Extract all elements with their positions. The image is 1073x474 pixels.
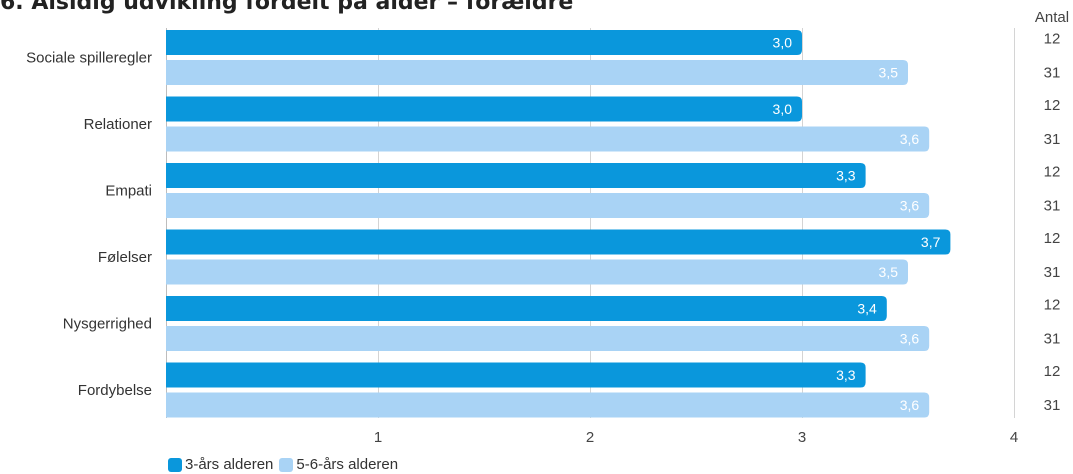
count-value: 31 <box>1044 131 1061 148</box>
count-value: 12 <box>1044 230 1061 247</box>
bar[interactable] <box>166 193 930 218</box>
bar-value-label: 3,3 <box>836 168 856 184</box>
x-tick-label: 3 <box>798 429 806 446</box>
count-value: 31 <box>1044 264 1061 281</box>
bar[interactable] <box>166 296 887 321</box>
bar-value-label: 3,0 <box>773 101 793 117</box>
bar[interactable] <box>166 259 908 285</box>
bar-value-label: 3,6 <box>900 331 920 347</box>
bar-value-label: 3,6 <box>900 198 920 214</box>
count-value: 31 <box>1044 331 1061 348</box>
legend-label-3-ars: 3-års alderen <box>185 456 274 473</box>
bar-value-label: 3,7 <box>921 234 941 250</box>
legend-label-5-6-ars: 5-6-års alderen <box>296 456 399 473</box>
bar[interactable] <box>166 126 930 152</box>
category-label: Følelser <box>98 249 152 266</box>
count-value: 12 <box>1044 297 1061 314</box>
bar[interactable] <box>166 30 802 55</box>
bar-value-label: 3,0 <box>773 35 793 51</box>
count-value: 12 <box>1044 363 1061 380</box>
bar[interactable] <box>166 96 802 122</box>
bar[interactable] <box>166 60 908 85</box>
bar[interactable] <box>166 229 951 255</box>
legend-item-3-ars[interactable]: 3-års alderen <box>168 456 273 473</box>
count-value: 12 <box>1044 97 1061 114</box>
bar-value-label: 3,3 <box>836 367 856 383</box>
bar-value-label: 3,6 <box>900 397 920 413</box>
bar-value-label: 3,4 <box>857 301 877 317</box>
chart-title: 6. Alsidig udvikling fordelt på alder – … <box>0 0 574 15</box>
category-label: Fordybelse <box>78 382 152 399</box>
bar[interactable] <box>166 362 866 388</box>
count-value: 31 <box>1044 65 1061 82</box>
category-label: Sociale spilleregler <box>26 50 152 67</box>
legend: 3-års alderen 5-6-års alderen <box>168 456 404 473</box>
count-value: 31 <box>1044 198 1061 215</box>
bar[interactable] <box>166 392 930 418</box>
x-tick-label: 1 <box>374 429 382 446</box>
count-value: 12 <box>1044 164 1061 181</box>
category-label: Empati <box>105 183 152 200</box>
count-value: 12 <box>1044 31 1061 48</box>
category-label: Relationer <box>84 116 152 133</box>
bar-value-label: 3,5 <box>879 65 899 81</box>
legend-swatch-5-6-ars <box>279 457 294 472</box>
bar[interactable] <box>166 163 866 188</box>
count-header: Antal <box>1035 9 1069 26</box>
bar-value-label: 3,5 <box>879 264 899 280</box>
category-label: Nysgerrighed <box>63 316 152 333</box>
bar-value-label: 3,6 <box>900 131 920 147</box>
legend-swatch-3-ars <box>168 457 182 472</box>
x-tick-label: 4 <box>1010 429 1018 446</box>
x-tick-label: 2 <box>586 429 594 446</box>
count-value: 31 <box>1044 397 1061 414</box>
bar[interactable] <box>166 326 930 351</box>
legend-item-5-6-ars[interactable]: 5-6-års alderen <box>279 456 398 473</box>
